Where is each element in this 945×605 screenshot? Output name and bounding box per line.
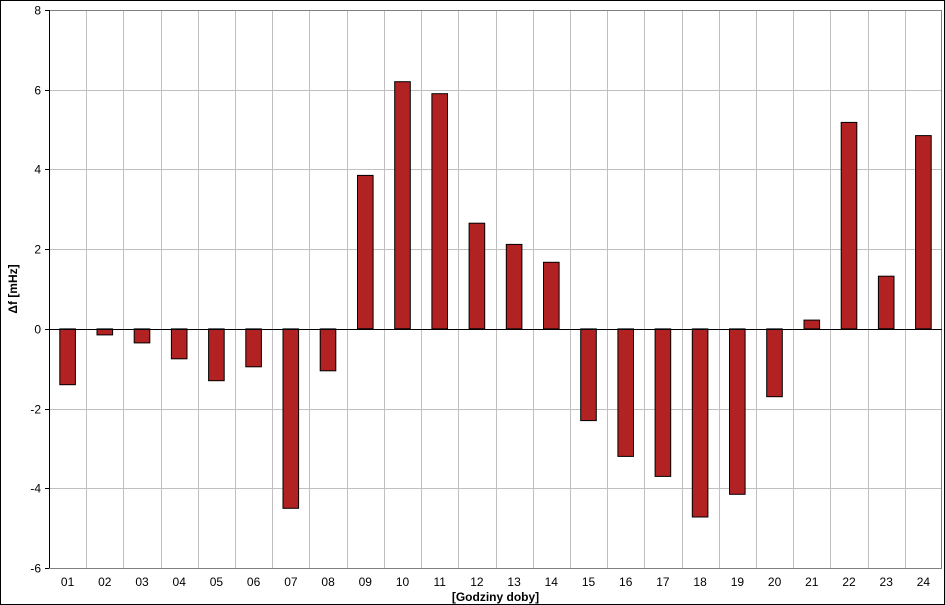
x-axis-title: [Godziny doby] <box>452 590 539 604</box>
y-tick-label: -2 <box>30 403 41 417</box>
bar-13 <box>505 243 523 330</box>
y-tick-label: 0 <box>34 323 41 337</box>
x-tick-label: 01 <box>61 575 75 589</box>
x-tick-label: 03 <box>135 575 149 589</box>
bar-11 <box>431 93 448 330</box>
y-tick-label: 4 <box>34 163 41 177</box>
bar-14 <box>543 261 560 330</box>
y-tick-label: 2 <box>34 243 41 257</box>
x-tick-label: 19 <box>731 575 745 589</box>
bar-03 <box>133 328 151 344</box>
bar-17 <box>654 328 672 477</box>
y-tick-label: 6 <box>34 84 41 98</box>
x-tick-label: 17 <box>656 575 670 589</box>
bar-09 <box>357 174 374 330</box>
bar-22 <box>840 121 858 330</box>
bar-08 <box>319 328 337 372</box>
grid-lines <box>49 10 942 569</box>
bar-10 <box>394 81 411 330</box>
bar-series <box>59 81 932 518</box>
bar-21 <box>803 319 821 330</box>
bar-01 <box>59 328 76 386</box>
y-tick-label: -4 <box>30 482 41 496</box>
x-tick-label: 13 <box>507 575 521 589</box>
bar-20 <box>766 328 783 398</box>
plot-area-frame <box>49 10 942 569</box>
y-tick-label: 8 <box>34 4 41 18</box>
x-tick-label: 20 <box>768 575 782 589</box>
x-tick-label: 07 <box>284 575 298 589</box>
bar-05 <box>208 328 225 382</box>
axes <box>45 10 942 569</box>
x-tick-label: 23 <box>880 575 894 589</box>
x-tick-label: 12 <box>470 575 484 589</box>
y-tick-label: -6 <box>30 562 41 576</box>
bar-24 <box>915 135 932 330</box>
x-tick-label: 08 <box>321 575 335 589</box>
x-tick-label: 22 <box>842 575 856 589</box>
bar-02 <box>96 328 114 336</box>
x-tick-label: 05 <box>210 575 224 589</box>
x-tick-label: 10 <box>396 575 410 589</box>
bar-12 <box>468 222 486 330</box>
bar-07 <box>282 328 300 509</box>
x-tick-label: 11 <box>433 575 446 589</box>
x-tick-label: 02 <box>98 575 112 589</box>
bar-06 <box>245 328 262 368</box>
x-tick-label: 09 <box>359 575 373 589</box>
bar-04 <box>170 328 188 360</box>
x-tick-label: 06 <box>247 575 261 589</box>
bar-18 <box>691 328 709 518</box>
x-tick-label: 24 <box>917 575 931 589</box>
x-tick-label: 16 <box>619 575 633 589</box>
bar-19 <box>729 328 746 495</box>
y-axis-title: Δf [mHz] <box>6 264 20 313</box>
bar-15 <box>580 328 597 422</box>
bar-23 <box>877 275 895 330</box>
x-tick-label: 15 <box>582 575 596 589</box>
x-tick-label: 14 <box>545 575 559 589</box>
x-tick-label: 18 <box>693 575 707 589</box>
x-tick-label: 21 <box>805 575 819 589</box>
bar-16 <box>617 328 635 457</box>
x-tick-label: 04 <box>173 575 187 589</box>
